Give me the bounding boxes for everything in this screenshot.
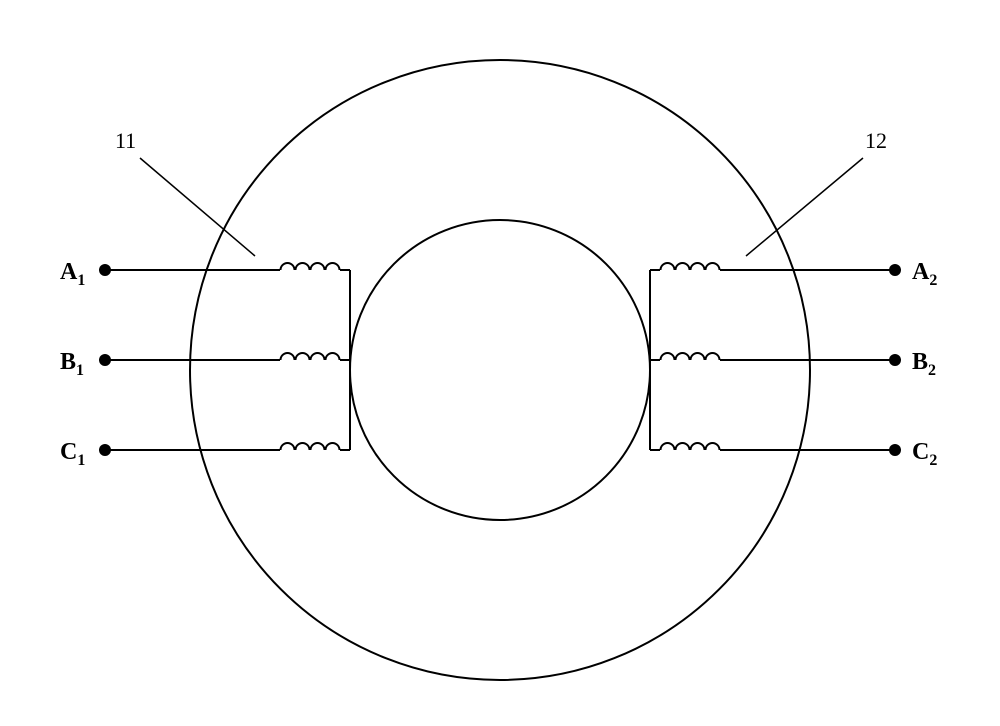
terminal-label-c1: C1	[60, 439, 85, 470]
stator-outer-circle	[190, 60, 810, 680]
coil-right-c	[661, 443, 720, 450]
rotor-inner-circle	[350, 220, 650, 520]
ref-label-12: 12	[865, 128, 887, 154]
terminal-label-a1: A1	[60, 259, 85, 290]
terminal-label-b2: B2	[912, 349, 936, 380]
coil-left-c	[281, 443, 340, 450]
terminal-label-b1: B1	[60, 349, 84, 380]
coil-left-a	[281, 263, 340, 270]
ref-label-11: 11	[115, 128, 136, 154]
coil-right-b	[661, 353, 720, 360]
terminal-label-a2: A2	[912, 259, 937, 290]
leader-line-11	[140, 158, 255, 256]
terminal-label-c2: C2	[912, 439, 937, 470]
motor-diagram	[0, 0, 1000, 726]
coil-left-b	[281, 353, 340, 360]
coil-right-a	[661, 263, 720, 270]
